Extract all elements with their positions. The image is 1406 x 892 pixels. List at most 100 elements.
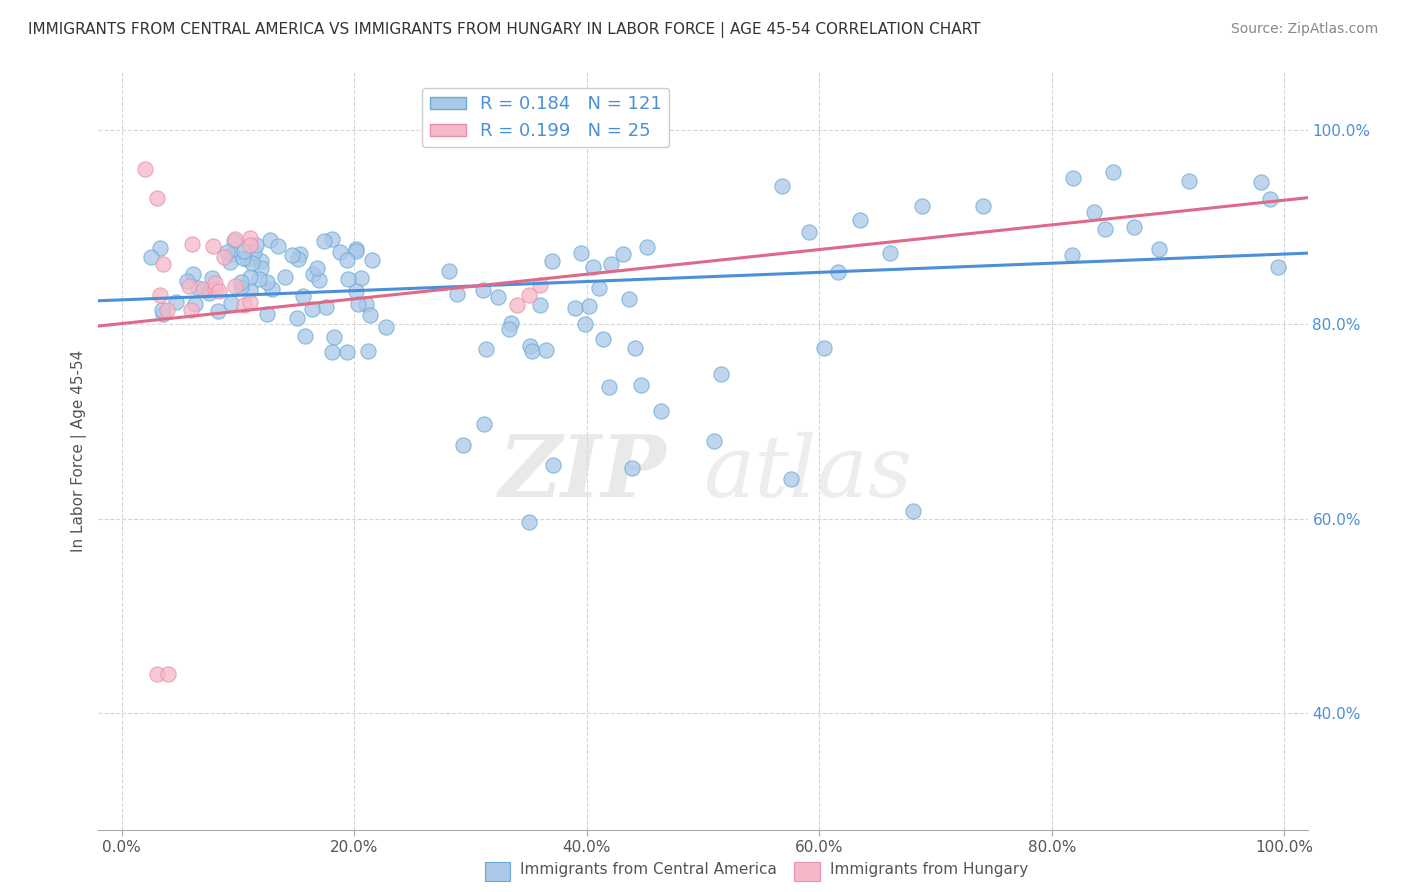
Point: [569, 245, 592, 260]
Point: [517, 516, 540, 530]
Point: [301, 301, 323, 316]
Point: [302, 267, 325, 281]
Point: [156, 303, 179, 318]
Point: [232, 251, 254, 265]
Point: [592, 332, 614, 346]
Point: [224, 279, 246, 293]
Point: [291, 289, 314, 303]
Point: [180, 302, 202, 317]
Point: [256, 307, 278, 321]
Point: [827, 265, 849, 279]
Point: [321, 345, 343, 359]
Point: [152, 257, 174, 271]
Legend: R = 0.184   N = 121, R = 0.199   N = 25: R = 0.184 N = 121, R = 0.199 N = 25: [422, 88, 669, 147]
Text: Source: ZipAtlas.com: Source: ZipAtlas.com: [1230, 22, 1378, 37]
Point: [582, 260, 605, 274]
Point: [499, 316, 522, 330]
Point: [212, 251, 235, 265]
Point: [972, 199, 994, 213]
Point: [322, 330, 344, 344]
Point: [250, 261, 273, 276]
Point: [1260, 192, 1282, 206]
Point: [344, 244, 367, 259]
Point: [350, 271, 373, 285]
Point: [336, 252, 359, 267]
Point: [1102, 165, 1125, 179]
Point: [239, 270, 262, 285]
Point: [201, 270, 224, 285]
Point: [517, 288, 540, 302]
Point: [486, 290, 509, 304]
Point: [239, 238, 262, 252]
Point: [195, 284, 218, 298]
Point: [520, 343, 543, 358]
Point: [354, 297, 377, 311]
Point: [446, 287, 468, 301]
Point: [204, 282, 226, 296]
Point: [799, 225, 821, 239]
Point: [703, 434, 725, 449]
Point: [198, 285, 221, 300]
Point: [273, 269, 295, 284]
Point: [901, 504, 924, 518]
Point: [287, 252, 309, 266]
Point: [472, 417, 495, 431]
Point: [336, 272, 359, 286]
Point: [149, 241, 172, 255]
Point: [240, 256, 263, 270]
Point: [224, 232, 246, 246]
Point: [204, 276, 226, 290]
Point: [239, 231, 262, 245]
Point: [312, 235, 335, 249]
Point: [598, 380, 620, 394]
Point: [233, 244, 256, 258]
Point: [329, 245, 352, 260]
Point: [519, 339, 541, 353]
Point: [541, 458, 564, 473]
Point: [180, 237, 202, 252]
Point: [624, 342, 647, 356]
Point: [208, 284, 231, 298]
Point: [529, 298, 551, 312]
Text: atlas: atlas: [703, 432, 912, 515]
Y-axis label: In Labor Force | Age 45-54: In Labor Force | Age 45-54: [72, 350, 87, 551]
Point: [612, 247, 634, 261]
Point: [239, 284, 262, 298]
Point: [157, 667, 180, 681]
Point: [574, 317, 596, 331]
Point: [231, 275, 253, 289]
Point: [308, 272, 330, 286]
Point: [233, 298, 256, 312]
Point: [471, 283, 494, 297]
Point: [256, 275, 278, 289]
Text: Immigrants from Central America: Immigrants from Central America: [520, 863, 778, 877]
Point: [541, 253, 564, 268]
Point: [344, 284, 367, 298]
Point: [357, 343, 380, 358]
Point: [599, 257, 621, 271]
Point: [375, 320, 398, 334]
Point: [139, 250, 162, 264]
Point: [247, 271, 270, 285]
Point: [222, 234, 245, 248]
Point: [250, 254, 273, 268]
Point: [207, 304, 229, 318]
Point: [346, 242, 368, 256]
Point: [578, 299, 600, 313]
Point: [336, 345, 359, 359]
Point: [181, 267, 204, 281]
Point: [588, 281, 610, 295]
Text: Immigrants from Hungary: Immigrants from Hungary: [830, 863, 1028, 877]
Point: [239, 294, 262, 309]
Point: [177, 278, 200, 293]
Point: [294, 328, 316, 343]
Point: [498, 321, 520, 335]
Point: [176, 274, 198, 288]
Point: [145, 667, 167, 681]
Point: [1122, 219, 1144, 234]
Point: [437, 264, 460, 278]
Point: [813, 341, 835, 355]
Point: [848, 213, 870, 227]
Point: [636, 240, 658, 254]
Point: [193, 282, 215, 296]
